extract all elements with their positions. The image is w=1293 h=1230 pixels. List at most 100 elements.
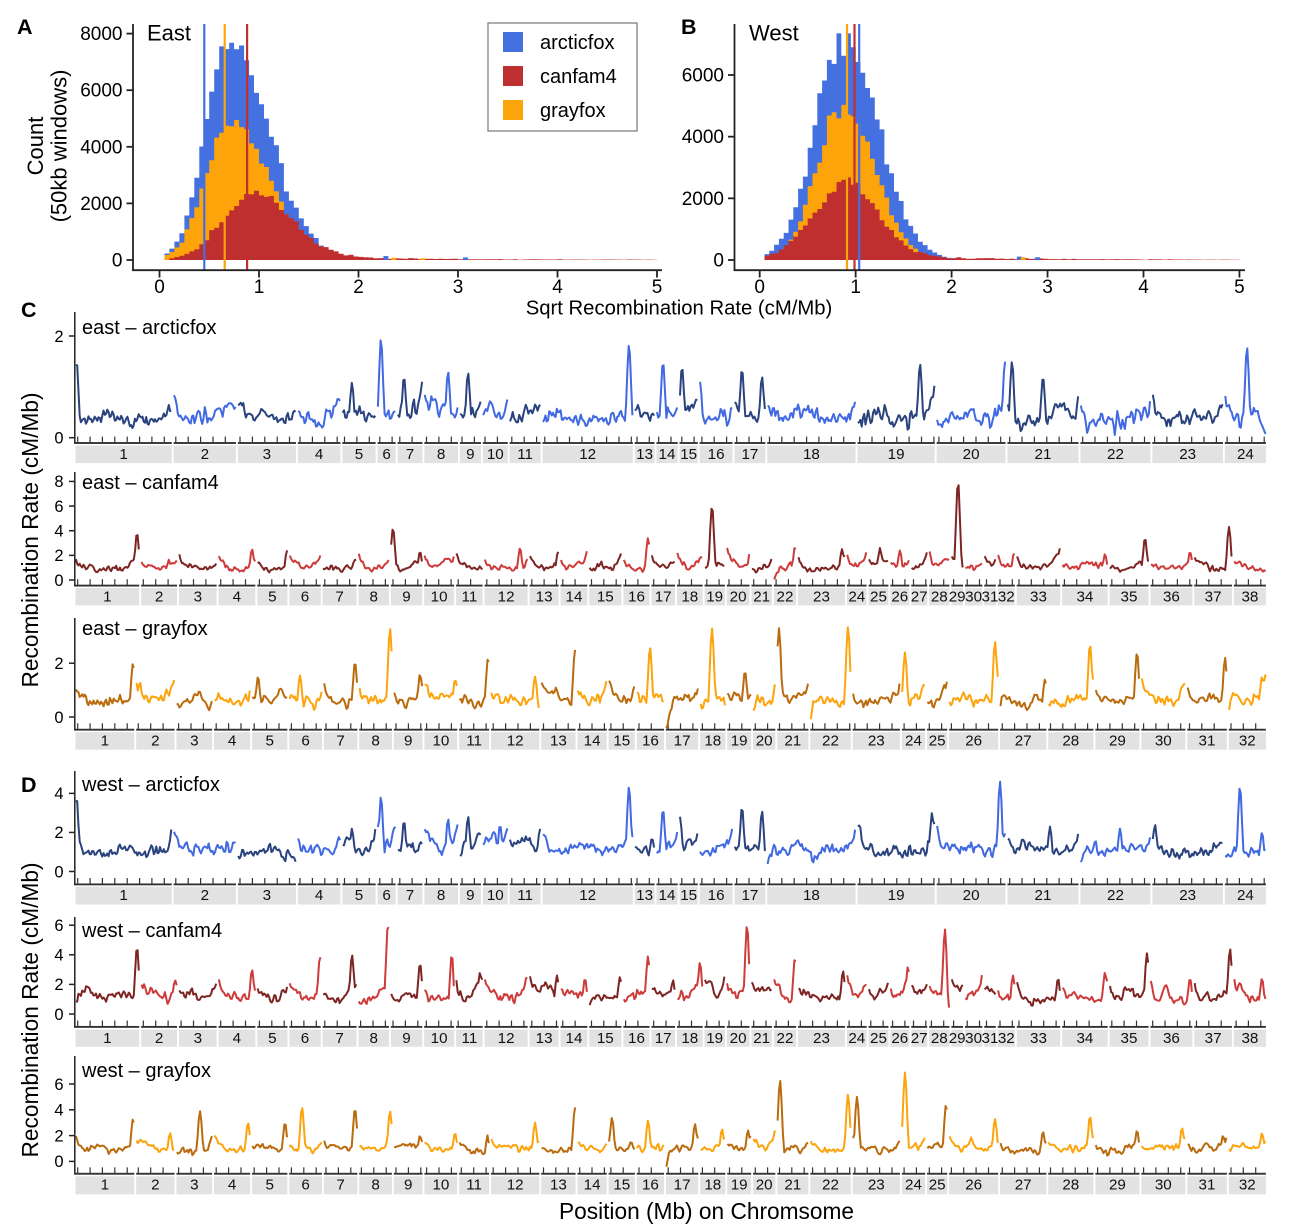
svg-text:24: 24 — [1237, 446, 1254, 463]
svg-text:29: 29 — [949, 588, 966, 605]
svg-text:1: 1 — [254, 277, 265, 298]
svg-text:4: 4 — [552, 277, 563, 298]
svg-text:West: West — [749, 21, 799, 46]
svg-text:23: 23 — [813, 1030, 830, 1047]
svg-text:5: 5 — [355, 446, 363, 463]
svg-text:15: 15 — [613, 733, 630, 750]
svg-text:19: 19 — [731, 733, 748, 750]
svg-text:4: 4 — [228, 733, 236, 750]
svg-text:37: 37 — [1205, 1030, 1222, 1047]
svg-text:0: 0 — [54, 863, 63, 881]
svg-text:13: 13 — [636, 446, 653, 463]
svg-text:0: 0 — [54, 572, 63, 590]
svg-text:4: 4 — [54, 523, 63, 541]
svg-text:16: 16 — [628, 1030, 645, 1047]
svg-text:4: 4 — [233, 1030, 241, 1047]
svg-text:Position (Mb) on Chromsome: Position (Mb) on Chromsome — [559, 1198, 854, 1224]
svg-text:1: 1 — [103, 588, 111, 605]
svg-text:34: 34 — [1076, 1030, 1093, 1047]
svg-text:East: East — [147, 21, 191, 46]
svg-text:6: 6 — [301, 588, 309, 605]
svg-text:2: 2 — [54, 976, 63, 994]
svg-text:28: 28 — [931, 1030, 948, 1047]
svg-text:28: 28 — [1062, 733, 1079, 750]
svg-text:32: 32 — [998, 1030, 1015, 1047]
svg-text:west – canfam4: west – canfam4 — [81, 920, 222, 942]
svg-text:12: 12 — [498, 1030, 515, 1047]
svg-text:20: 20 — [963, 887, 980, 904]
svg-text:13: 13 — [536, 1030, 553, 1047]
svg-text:10: 10 — [431, 588, 448, 605]
svg-text:6: 6 — [382, 887, 390, 904]
svg-text:19: 19 — [706, 588, 723, 605]
svg-text:(50kb windows): (50kb windows) — [47, 70, 72, 223]
svg-text:22: 22 — [822, 733, 839, 750]
svg-text:20: 20 — [963, 446, 980, 463]
svg-text:32: 32 — [998, 588, 1015, 605]
svg-text:29: 29 — [1109, 733, 1126, 750]
svg-text:6: 6 — [301, 1030, 309, 1047]
svg-text:5: 5 — [265, 733, 273, 750]
svg-text:10: 10 — [431, 1030, 448, 1047]
svg-text:18: 18 — [704, 1177, 721, 1194]
svg-text:0: 0 — [754, 277, 765, 298]
svg-text:21: 21 — [1035, 887, 1052, 904]
svg-text:13: 13 — [550, 1177, 567, 1194]
svg-text:4: 4 — [228, 1177, 236, 1194]
svg-text:5: 5 — [652, 277, 663, 298]
svg-text:0: 0 — [713, 251, 724, 272]
svg-text:28: 28 — [1062, 1177, 1079, 1194]
svg-text:2: 2 — [155, 588, 163, 605]
svg-text:3: 3 — [263, 887, 271, 904]
svg-text:2: 2 — [54, 824, 63, 842]
svg-text:17: 17 — [741, 446, 758, 463]
svg-text:15: 15 — [597, 1030, 614, 1047]
svg-text:18: 18 — [681, 588, 698, 605]
svg-text:13: 13 — [636, 887, 653, 904]
svg-text:19: 19 — [731, 1177, 748, 1194]
svg-text:0: 0 — [54, 1153, 63, 1171]
svg-text:3: 3 — [190, 733, 198, 750]
svg-text:1: 1 — [850, 277, 861, 298]
svg-text:2: 2 — [54, 1127, 63, 1145]
svg-text:31: 31 — [1199, 733, 1216, 750]
svg-text:2: 2 — [54, 547, 63, 565]
svg-text:14: 14 — [659, 887, 676, 904]
svg-text:30: 30 — [965, 588, 982, 605]
svg-text:33: 33 — [1030, 588, 1047, 605]
svg-text:16: 16 — [642, 733, 659, 750]
svg-text:Recombination Rate (cM/Mb): Recombination Rate (cM/Mb) — [17, 392, 43, 687]
svg-text:24: 24 — [848, 588, 865, 605]
svg-text:24: 24 — [848, 1030, 865, 1047]
svg-text:7: 7 — [336, 733, 344, 750]
svg-text:5: 5 — [1234, 277, 1245, 298]
svg-text:31: 31 — [982, 1030, 999, 1047]
svg-text:grayfox: grayfox — [540, 100, 606, 122]
svg-text:9: 9 — [404, 1177, 412, 1194]
svg-text:26: 26 — [891, 1030, 908, 1047]
svg-text:0: 0 — [54, 1006, 63, 1024]
svg-text:0: 0 — [112, 251, 123, 272]
svg-text:14: 14 — [584, 1177, 601, 1194]
svg-text:25: 25 — [870, 1030, 887, 1047]
svg-text:12: 12 — [579, 446, 596, 463]
svg-text:0: 0 — [54, 709, 63, 727]
svg-text:10: 10 — [487, 446, 504, 463]
svg-text:14: 14 — [584, 733, 601, 750]
svg-text:0: 0 — [154, 277, 165, 298]
svg-text:4: 4 — [315, 887, 323, 904]
svg-text:4: 4 — [54, 947, 63, 965]
svg-text:17: 17 — [655, 1030, 672, 1047]
svg-text:2: 2 — [201, 887, 209, 904]
svg-text:15: 15 — [597, 588, 614, 605]
svg-text:11: 11 — [517, 446, 533, 463]
svg-text:0: 0 — [54, 430, 63, 448]
svg-text:1: 1 — [103, 1030, 111, 1047]
svg-text:11: 11 — [462, 1030, 478, 1047]
svg-text:11: 11 — [466, 1177, 482, 1194]
svg-text:east – grayfox: east – grayfox — [82, 618, 208, 640]
svg-text:canfam4: canfam4 — [540, 66, 617, 88]
svg-text:7: 7 — [335, 588, 343, 605]
svg-text:2: 2 — [201, 446, 209, 463]
svg-text:3: 3 — [453, 277, 464, 298]
